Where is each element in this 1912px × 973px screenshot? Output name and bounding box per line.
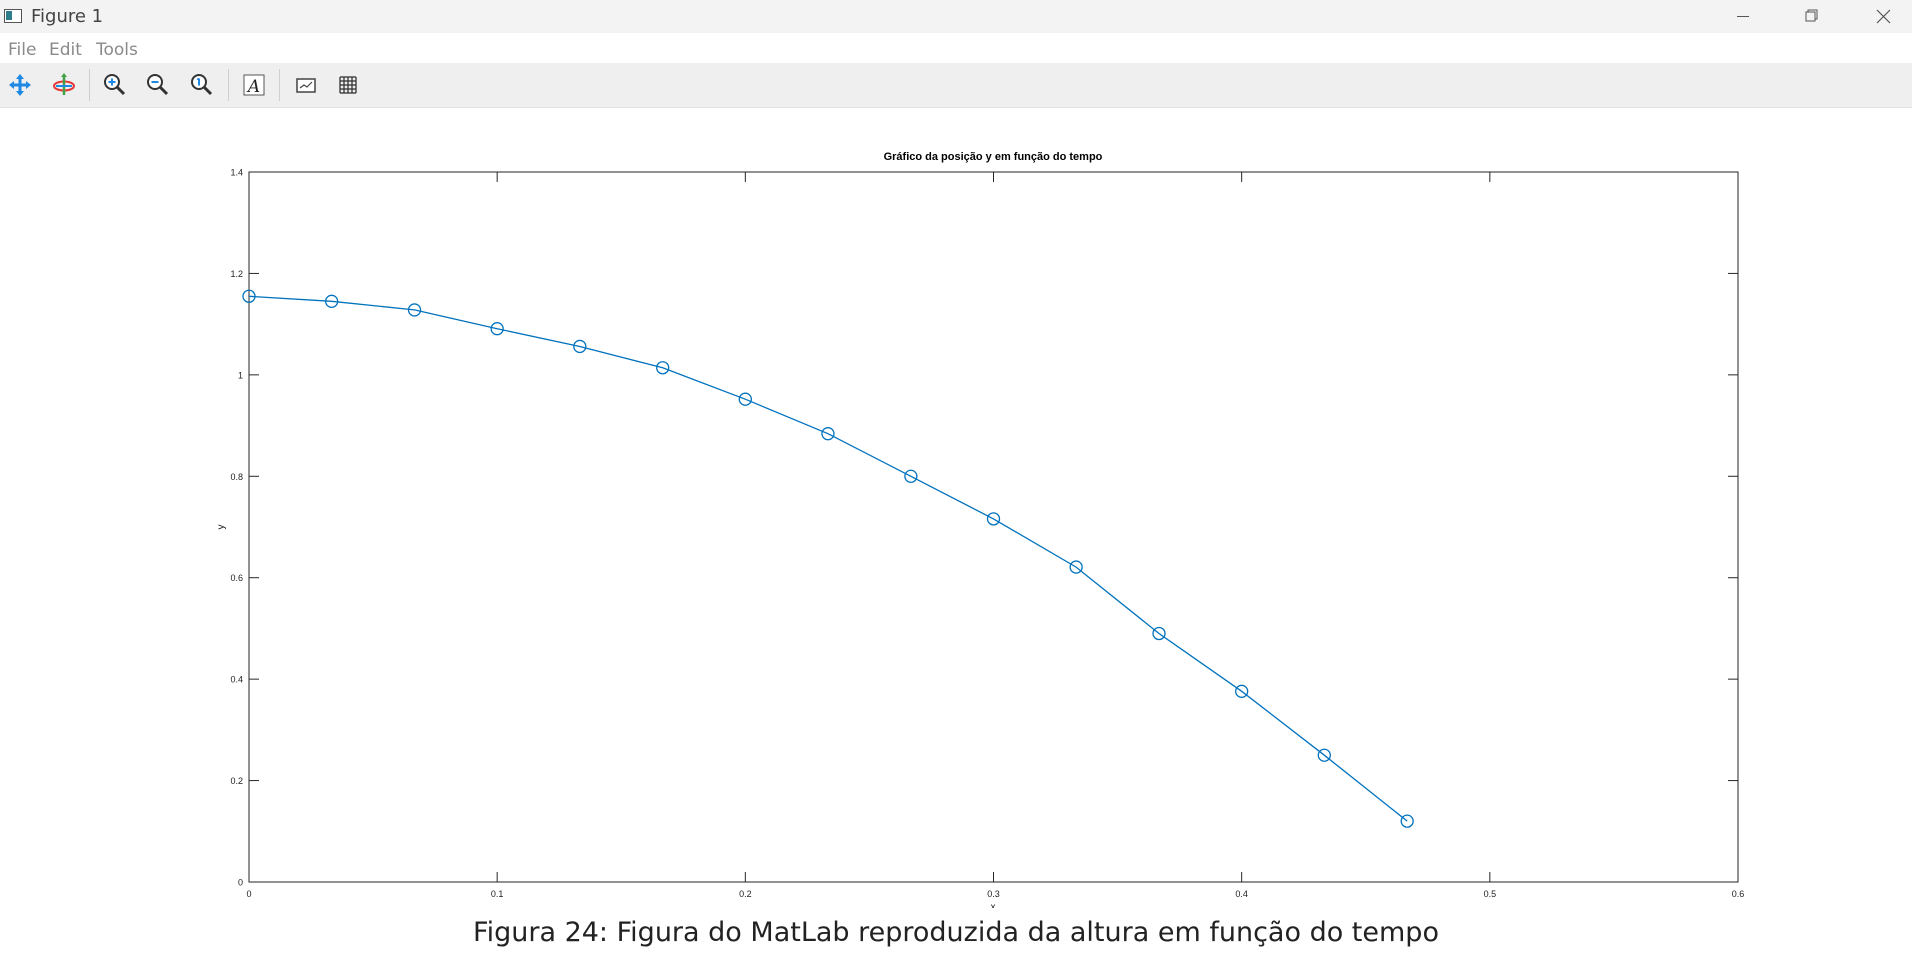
data-point bbox=[242, 289, 256, 303]
x-axis-label: x bbox=[991, 902, 996, 908]
menu-tools[interactable]: Tools bbox=[96, 40, 138, 60]
grid-toggle-icon bbox=[339, 76, 357, 94]
data-point bbox=[821, 427, 835, 441]
x-tick-label: 0.3 bbox=[987, 889, 1000, 899]
toolbar-separator bbox=[228, 69, 229, 101]
restore-icon bbox=[1805, 9, 1818, 22]
data-point bbox=[1317, 748, 1331, 762]
data-point bbox=[324, 294, 339, 308]
figure-toolbar: A bbox=[0, 63, 1912, 108]
data-point bbox=[1152, 626, 1166, 641]
y-tick-label: 0 bbox=[238, 878, 243, 888]
data-point bbox=[986, 512, 1001, 526]
window-title: Figure 1 bbox=[31, 6, 104, 27]
axes-toggle-icon bbox=[296, 78, 316, 93]
data-point bbox=[656, 361, 670, 375]
svg-text:A: A bbox=[246, 77, 260, 97]
zoom-reset-button[interactable] bbox=[187, 71, 215, 99]
grid-toggle-button[interactable] bbox=[334, 71, 362, 99]
zoom-in-button[interactable] bbox=[100, 71, 128, 99]
text-insert-icon: A bbox=[243, 74, 265, 97]
zoom-out-button[interactable] bbox=[143, 71, 171, 99]
data-point bbox=[573, 339, 587, 354]
menu-bar: File Edit Tools bbox=[0, 33, 1912, 63]
x-tick-label: 0 bbox=[246, 889, 251, 899]
y-tick-label: 1.4 bbox=[230, 168, 243, 178]
insert-text-button[interactable]: A bbox=[240, 71, 268, 99]
data-point bbox=[407, 303, 422, 317]
y-tick-label: 0.6 bbox=[230, 573, 243, 583]
y-tick-label: 0.2 bbox=[230, 776, 243, 786]
x-tick-label: 0.4 bbox=[1235, 889, 1248, 899]
chart-title: Gráfico da posição y em função do tempo bbox=[884, 151, 1103, 163]
toolbar-separator bbox=[89, 69, 90, 101]
axes-toggle-button[interactable] bbox=[292, 71, 320, 99]
data-point bbox=[904, 469, 918, 483]
rotate-icon bbox=[53, 73, 75, 95]
figure-caption: Figura 24: Figura do MatLab reproduzida … bbox=[473, 917, 1439, 948]
pan-icon bbox=[9, 74, 31, 96]
axes-box bbox=[248, 171, 1739, 883]
window-titlebar: Figure 1 bbox=[0, 0, 1912, 33]
x-tick-label: 0.1 bbox=[491, 889, 504, 899]
y-tick-label: 0.4 bbox=[230, 675, 243, 685]
zoom-in-icon bbox=[104, 74, 126, 96]
x-tick-label: 0.2 bbox=[739, 889, 752, 899]
x-tick-label: 0.5 bbox=[1484, 889, 1497, 899]
figure-app-icon bbox=[4, 9, 22, 23]
menu-file[interactable]: File bbox=[8, 40, 37, 60]
data-point bbox=[1400, 814, 1414, 828]
data-series bbox=[242, 289, 1414, 828]
y-tick-label: 1 bbox=[238, 370, 243, 380]
minimize-button[interactable] bbox=[1720, 0, 1766, 33]
close-icon bbox=[1876, 9, 1891, 24]
plot-canvas[interactable]: 0 0.2 0.4 0.6 0.8 1 1.2 1.4 0 0.1 0.2 0.3 0.4 0.5 0.6… bbox=[0, 108, 1912, 908]
data-point bbox=[490, 322, 504, 336]
zoom-out-icon bbox=[147, 74, 169, 96]
y-axis: 0 0.2 0.4 0.6 0.8 1 1.2 1.4 bbox=[230, 168, 1738, 888]
data-point bbox=[738, 392, 752, 406]
restore-button[interactable] bbox=[1789, 0, 1835, 33]
y-tick-label: 1.2 bbox=[230, 269, 243, 279]
x-axis: 0 0.1 0.2 0.3 0.4 0.5 0.6 bbox=[246, 172, 1744, 899]
y-tick-label: 0.8 bbox=[230, 472, 243, 482]
minimize-icon bbox=[1737, 16, 1749, 17]
pan-button[interactable] bbox=[6, 71, 34, 99]
data-point bbox=[1069, 560, 1083, 574]
menu-edit[interactable]: Edit bbox=[49, 40, 82, 60]
toolbar-separator bbox=[279, 69, 280, 101]
zoom-reset-icon bbox=[191, 74, 213, 96]
series-line bbox=[248, 295, 1408, 822]
y-axis-label: y bbox=[216, 525, 227, 530]
x-tick-label: 0.6 bbox=[1732, 889, 1745, 899]
rotate-button[interactable] bbox=[50, 71, 78, 99]
close-button[interactable] bbox=[1860, 0, 1906, 33]
data-point bbox=[1235, 684, 1249, 698]
